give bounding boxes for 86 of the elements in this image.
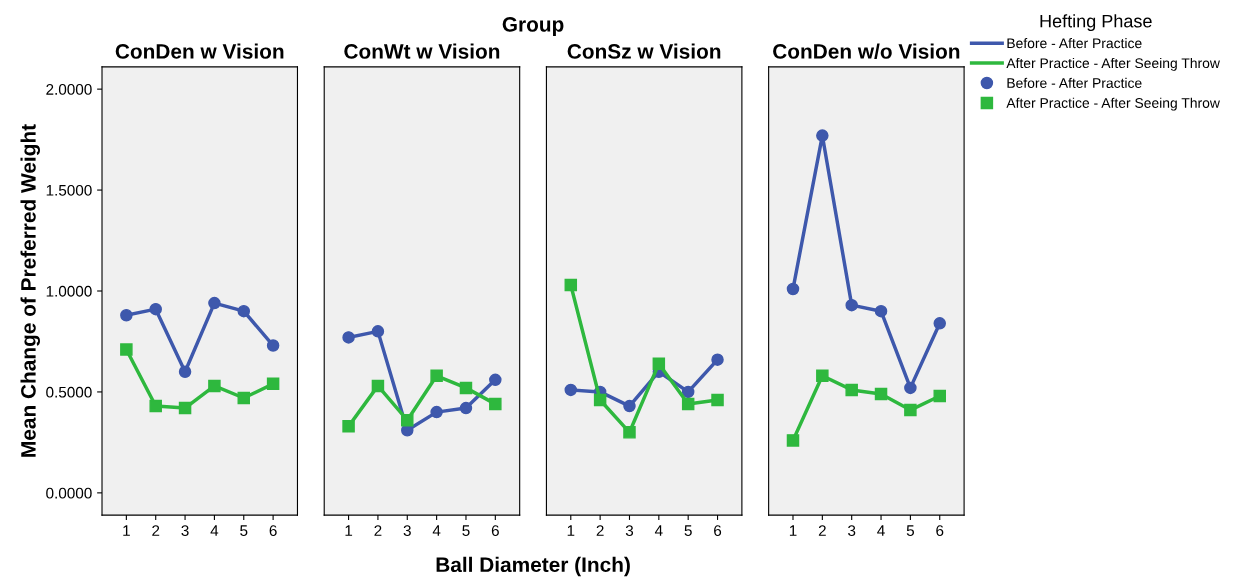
x-tick-label: 4 <box>432 525 441 536</box>
point <box>623 399 636 413</box>
point <box>266 377 280 391</box>
point <box>711 393 724 407</box>
point <box>266 339 280 352</box>
point <box>149 399 162 413</box>
x-tick-label: 6 <box>936 525 944 537</box>
point <box>786 282 800 296</box>
y-tick-label: 2.0000 <box>46 84 92 95</box>
point <box>681 385 695 399</box>
point <box>845 383 858 397</box>
point <box>933 317 946 330</box>
y-tick-label: 0.5000 <box>46 386 92 398</box>
point <box>681 397 695 411</box>
point <box>401 413 414 427</box>
text: Ball Diameter (Inch) <box>436 556 630 577</box>
point <box>208 296 221 310</box>
point <box>371 325 385 338</box>
point <box>459 401 473 415</box>
x-tick-label: 5 <box>240 525 248 537</box>
y-tick-label: 1.5000 <box>46 184 92 196</box>
x-tick-label: 4 <box>210 525 219 536</box>
point <box>371 379 385 393</box>
x-tick-label: 2 <box>152 525 160 536</box>
point <box>178 401 192 415</box>
x-tick-label: 5 <box>684 525 692 537</box>
point <box>489 397 502 411</box>
point <box>711 353 724 366</box>
x-tick-label: 3 <box>403 525 411 537</box>
y-tick-label: 1.0000 <box>46 285 92 297</box>
point <box>149 302 162 316</box>
point <box>786 434 800 447</box>
point <box>342 331 355 344</box>
text: After Practice - After Seeing Throw <box>1006 57 1220 71</box>
x-tick-label: 1 <box>123 525 130 536</box>
x-tick-label: 1 <box>789 525 797 536</box>
y-axis-title: Mean Change of Preferred Weight <box>20 124 41 457</box>
chart-title: ConSz w Vision <box>567 43 721 59</box>
point <box>430 405 443 419</box>
chart-title: ConWt w Vision <box>344 43 500 59</box>
x-tick-label: 2 <box>596 525 604 536</box>
point <box>874 304 888 318</box>
point <box>342 419 355 433</box>
point <box>120 343 133 356</box>
point <box>933 389 946 403</box>
point <box>430 369 443 383</box>
point <box>845 298 858 312</box>
point <box>816 129 829 142</box>
point <box>237 391 251 405</box>
point <box>816 369 829 383</box>
x-tick-label: 6 <box>714 525 722 537</box>
point <box>178 365 192 378</box>
point <box>593 393 607 407</box>
point <box>904 403 917 417</box>
legend-label: Before - After Practice <box>1007 77 1142 88</box>
point <box>208 379 221 393</box>
x-tick-label: 3 <box>181 525 189 537</box>
point <box>120 308 133 322</box>
point <box>904 381 917 395</box>
x-tick-label: 4 <box>877 525 885 536</box>
legend-label: After Practice - After Seeing Throw <box>1006 97 1220 111</box>
y-tick-label: 0.0000 <box>46 487 92 499</box>
text: Before - After Practice <box>1007 38 1142 49</box>
x-tick-label: 1 <box>567 525 575 536</box>
x-tick-label: 6 <box>269 525 277 537</box>
chart-title: ConDen w/o Vision <box>773 43 960 60</box>
point <box>489 373 502 387</box>
point <box>459 381 473 395</box>
x-tick-label: 5 <box>462 525 470 537</box>
x-tick-label: 3 <box>625 525 634 537</box>
point <box>652 357 666 370</box>
point <box>874 387 888 401</box>
x-tick-label: 2 <box>374 525 382 536</box>
point <box>564 383 578 397</box>
point <box>564 278 578 292</box>
x-tick-label: 2 <box>818 525 826 536</box>
chart-title: ConDen w Vision <box>115 43 284 59</box>
legend-title: Hefting Phase <box>1040 14 1152 32</box>
x-tick-label: 4 <box>654 525 663 536</box>
point <box>237 304 251 318</box>
x-tick-label: 1 <box>345 525 353 536</box>
x-tick-label: 5 <box>906 525 914 537</box>
x-tick-label: 3 <box>848 525 856 537</box>
x-tick-label: 6 <box>491 525 499 537</box>
text: Group <box>502 17 564 36</box>
point <box>623 426 636 439</box>
